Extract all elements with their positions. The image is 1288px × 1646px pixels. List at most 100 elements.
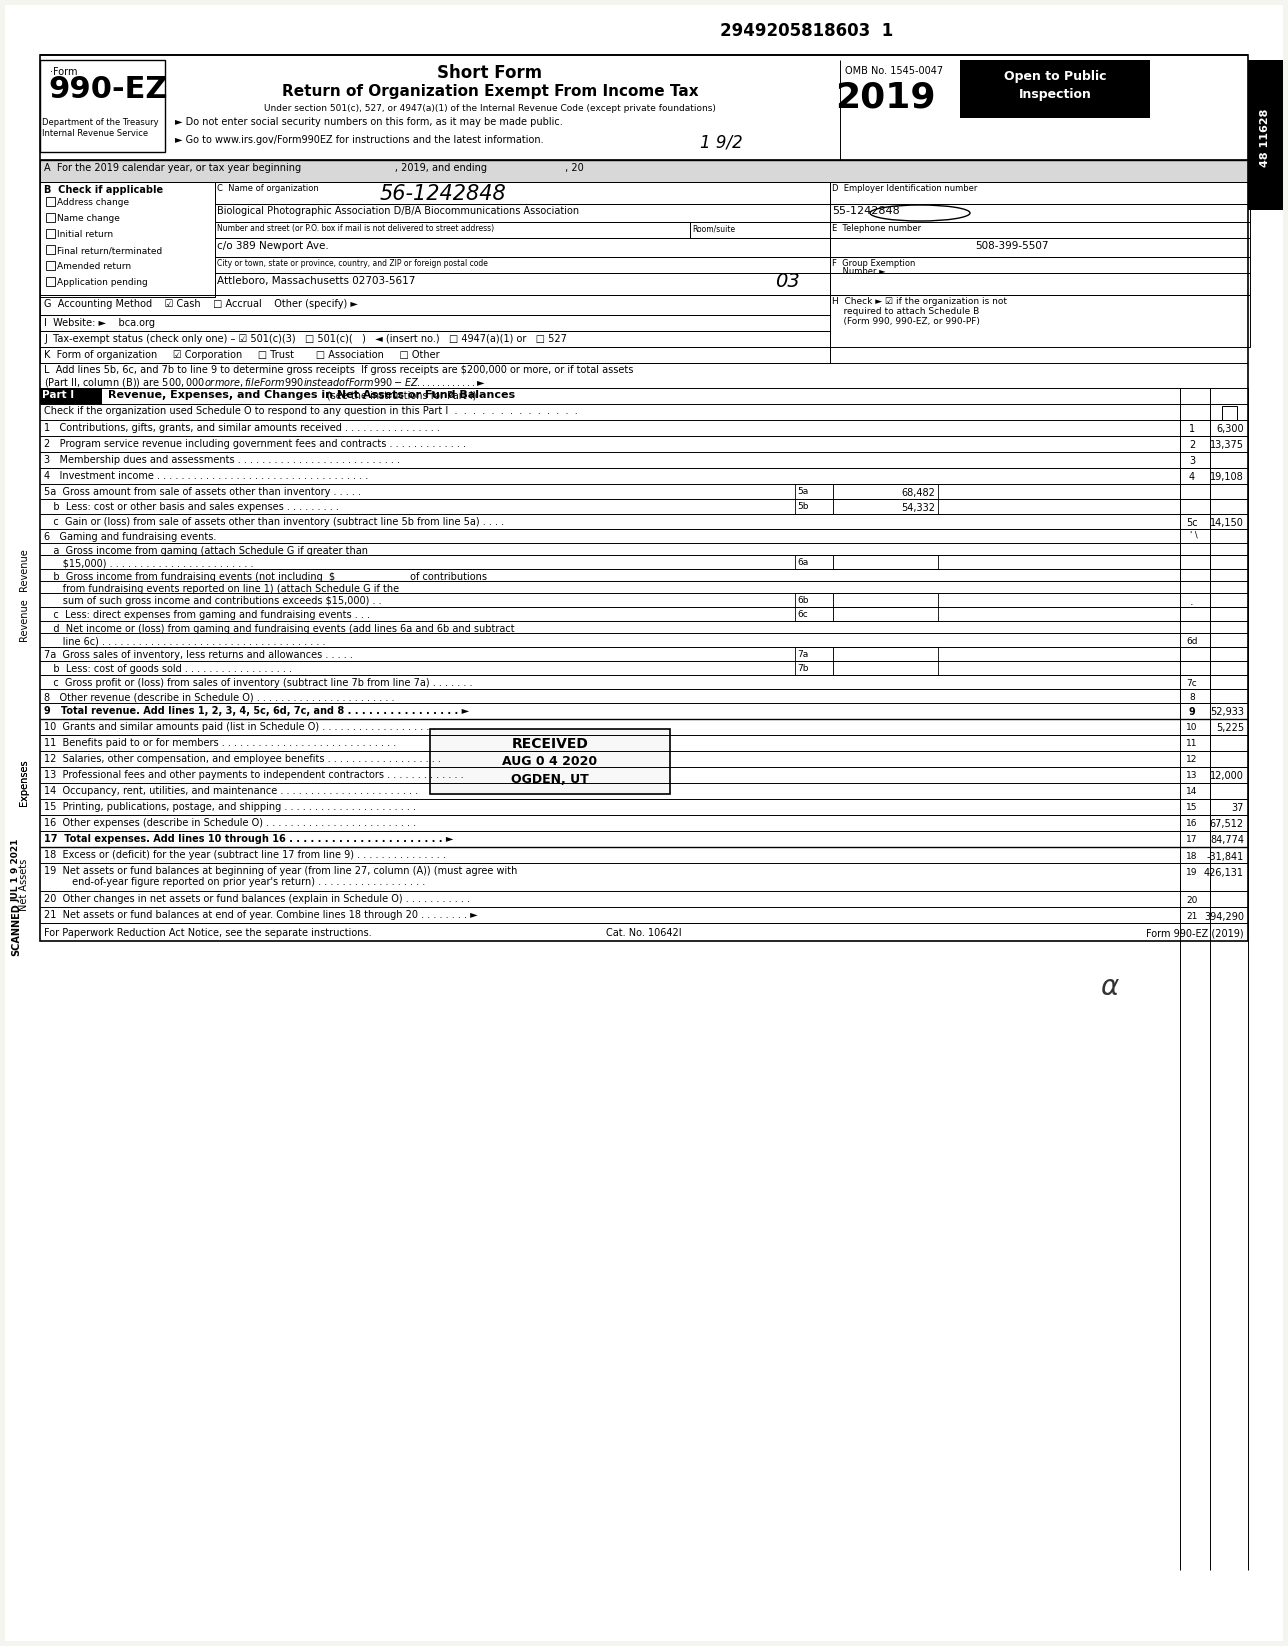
- Text: 6b: 6b: [797, 596, 809, 606]
- Text: 18  Excess or (deficit) for the year (subtract line 17 from line 9) . . . . . . : 18 Excess or (deficit) for the year (sub…: [44, 849, 446, 859]
- Text: SCANNED: SCANNED: [12, 904, 21, 956]
- Text: 508-399-5507: 508-399-5507: [975, 240, 1048, 250]
- Text: 3: 3: [1189, 456, 1195, 466]
- Bar: [833, 647, 938, 662]
- Bar: [795, 499, 833, 514]
- Text: Revenue: Revenue: [19, 548, 30, 591]
- Text: 84,774: 84,774: [1209, 835, 1244, 844]
- Bar: [40, 295, 829, 314]
- Text: (Part II, column (B)) are $500,000 or more, file Form 990 instead of Form 990-EZ: (Part II, column (B)) are $500,000 or mo…: [44, 375, 487, 388]
- Text: Attleboro, Massachusetts 02703-5617: Attleboro, Massachusetts 02703-5617: [216, 277, 415, 286]
- Bar: [1180, 719, 1209, 736]
- Text: 11: 11: [1186, 739, 1198, 747]
- Text: J  Tax-exempt status (check only one) – ☑ 501(c)(3)   □ 501(c)(   )   ◄ (insert : J Tax-exempt status (check only one) – ☑…: [44, 334, 567, 344]
- Bar: [1180, 593, 1209, 607]
- Text: Expenses: Expenses: [19, 760, 30, 807]
- Text: Number ►: Number ►: [832, 267, 886, 277]
- Bar: [1209, 751, 1248, 767]
- Bar: [1180, 555, 1209, 570]
- Text: 9   Total revenue. Add lines 1, 2, 3, 4, 5c, 6d, 7c, and 8 . . . . . . . . . . .: 9 Total revenue. Add lines 1, 2, 3, 4, 5…: [44, 706, 469, 716]
- Bar: [1209, 815, 1248, 831]
- Bar: [1209, 831, 1248, 848]
- Bar: [1180, 831, 1209, 848]
- Text: c  Less: direct expenses from gaming and fundraising events . . .: c Less: direct expenses from gaming and …: [44, 611, 370, 621]
- Bar: [795, 593, 833, 607]
- Text: 394,290: 394,290: [1204, 912, 1244, 922]
- Text: 2   Program service revenue including government fees and contracts . . . . . . : 2 Program service revenue including gove…: [44, 439, 466, 449]
- Text: 16: 16: [1186, 820, 1198, 828]
- Bar: [1180, 736, 1209, 751]
- Text: OMB No. 1545-0047: OMB No. 1545-0047: [845, 66, 943, 76]
- Bar: [795, 647, 833, 662]
- Text: 4   Investment income . . . . . . . . . . . . . . . . . . . . . . . . . . . . . : 4 Investment income . . . . . . . . . . …: [44, 471, 368, 481]
- Bar: [1209, 690, 1248, 703]
- Text: 2949205818603  1: 2949205818603 1: [720, 21, 894, 40]
- Bar: [40, 54, 1248, 942]
- Bar: [215, 204, 829, 222]
- Text: 21: 21: [1186, 912, 1198, 922]
- Bar: [40, 388, 102, 403]
- Text: 12  Salaries, other compensation, and employee benefits . . . . . . . . . . . . : 12 Salaries, other compensation, and emp…: [44, 754, 440, 764]
- Bar: [46, 262, 55, 270]
- Bar: [1180, 514, 1209, 528]
- Bar: [1222, 407, 1236, 420]
- Text: 7a  Gross sales of inventory, less returns and allowances . . . . .: 7a Gross sales of inventory, less return…: [44, 650, 353, 660]
- Bar: [1209, 555, 1248, 570]
- Text: Department of the Treasury: Department of the Treasury: [43, 119, 158, 127]
- Text: .: .: [1190, 597, 1194, 607]
- Bar: [1180, 751, 1209, 767]
- Bar: [1209, 647, 1248, 662]
- Text: 12: 12: [1186, 756, 1198, 764]
- Bar: [833, 607, 938, 621]
- Bar: [690, 222, 829, 239]
- Text: 67,512: 67,512: [1209, 820, 1244, 830]
- Text: 8: 8: [1189, 693, 1195, 701]
- Text: 56-1242848: 56-1242848: [380, 184, 506, 204]
- Bar: [40, 160, 1248, 183]
- Bar: [795, 662, 833, 675]
- Bar: [46, 198, 55, 206]
- Text: 13: 13: [1186, 770, 1198, 780]
- Bar: [829, 183, 1249, 204]
- Bar: [1180, 647, 1209, 662]
- Text: Final return/terminated: Final return/terminated: [57, 245, 162, 255]
- Bar: [1180, 703, 1209, 719]
- Text: RECEIVED: RECEIVED: [511, 737, 589, 751]
- Text: 6d: 6d: [1186, 637, 1198, 645]
- Text: α: α: [1100, 973, 1118, 1001]
- Bar: [1209, 593, 1248, 607]
- Text: Inspection: Inspection: [1019, 87, 1091, 100]
- Bar: [40, 183, 215, 296]
- Bar: [1209, 662, 1248, 675]
- Text: a  Gross income from gaming (attach Schedule G if greater than: a Gross income from gaming (attach Sched…: [44, 546, 368, 556]
- Bar: [829, 273, 1249, 295]
- Text: G  Accounting Method    ☑ Cash    □ Accrual    Other (specify) ►: G Accounting Method ☑ Cash □ Accrual Oth…: [44, 300, 358, 309]
- Text: 6   Gaming and fundraising events.: 6 Gaming and fundraising events.: [44, 532, 216, 542]
- Bar: [1180, 907, 1209, 923]
- Bar: [833, 662, 938, 675]
- Bar: [1209, 634, 1248, 647]
- Text: D  Employer Identification number: D Employer Identification number: [832, 184, 978, 193]
- Bar: [1180, 420, 1209, 436]
- Text: d  Net income or (loss) from gaming and fundraising events (add lines 6a and 6b : d Net income or (loss) from gaming and f…: [44, 624, 515, 634]
- Bar: [1209, 703, 1248, 719]
- Bar: [1180, 848, 1209, 863]
- Text: Number and street (or P.O. box if mail is not delivered to street address): Number and street (or P.O. box if mail i…: [216, 224, 495, 234]
- Bar: [1209, 907, 1248, 923]
- Bar: [833, 484, 938, 499]
- Bar: [1180, 467, 1209, 484]
- Text: from fundraising events reported on line 1) (attach Schedule G if the: from fundraising events reported on line…: [44, 584, 399, 594]
- Text: 68,482: 68,482: [902, 487, 935, 499]
- Text: Open to Public: Open to Public: [1003, 71, 1106, 82]
- Text: 426,131: 426,131: [1204, 867, 1244, 877]
- Text: I  Website: ►    bca.org: I Website: ► bca.org: [44, 318, 155, 328]
- Text: 18: 18: [1186, 853, 1198, 861]
- Text: Initial return: Initial return: [57, 230, 113, 239]
- Bar: [1209, 436, 1248, 453]
- Text: 17: 17: [1186, 835, 1198, 844]
- Text: (Form 990, 990-EZ, or 990-PF): (Form 990, 990-EZ, or 990-PF): [832, 318, 980, 326]
- Text: 37: 37: [1231, 803, 1244, 813]
- Text: (see the instructions for Part I): (see the instructions for Part I): [108, 390, 477, 400]
- Text: Biological Photographic Association D/B/A Biocommunications Association: Biological Photographic Association D/B/…: [216, 206, 580, 216]
- Bar: [40, 331, 829, 347]
